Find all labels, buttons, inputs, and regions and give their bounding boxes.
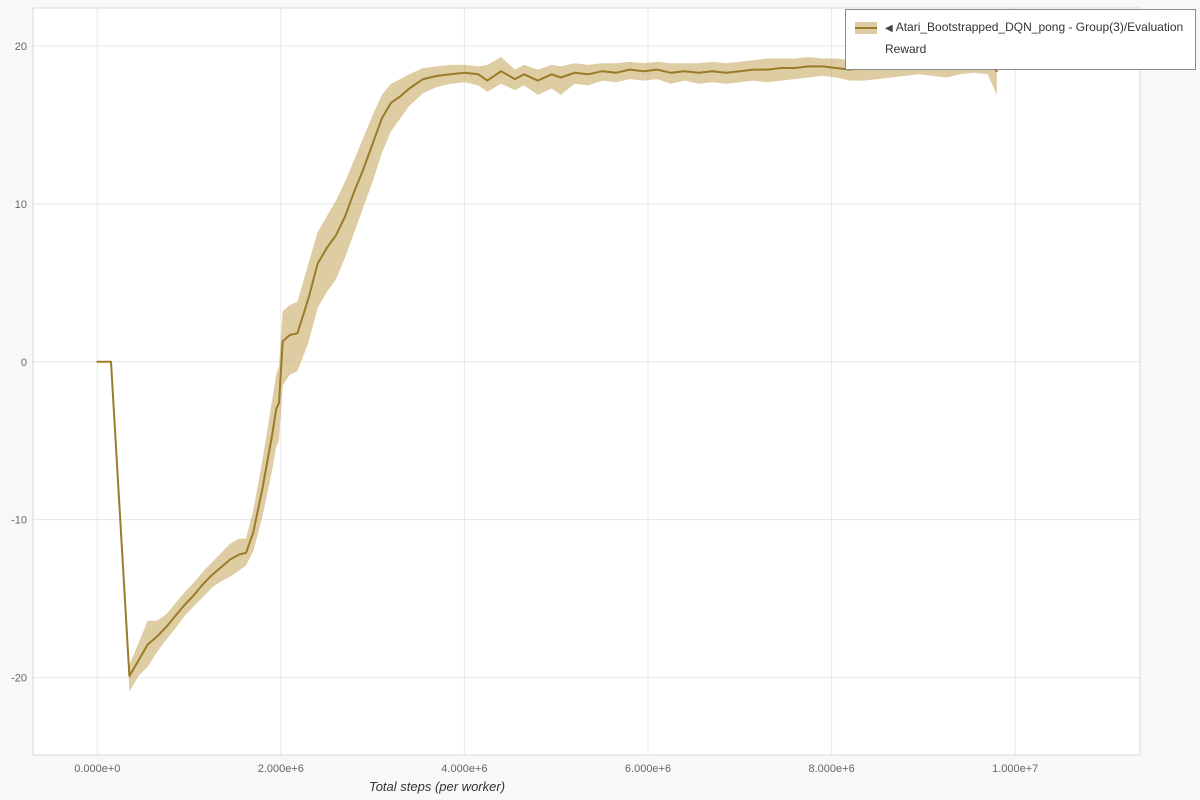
series-name: Atari_Bootstrapped_DQN_pong - Group(3)/E… xyxy=(885,20,1184,56)
x-tick-label: 8.000e+6 xyxy=(809,763,855,775)
y-tick-label: 0 xyxy=(21,357,27,369)
collapse-triangle-icon[interactable]: ◀ xyxy=(885,23,893,34)
series-swatch-icon xyxy=(855,22,877,34)
confidence-band xyxy=(97,53,997,692)
x-axis-title: Total steps (per worker) xyxy=(369,779,505,794)
legend-item[interactable]: ◀ Atari_Bootstrapped_DQN_pong - Group(3)/… xyxy=(846,10,1195,69)
y-tick-label: 20 xyxy=(15,41,27,53)
x-tick-label: 1.000e+7 xyxy=(992,763,1038,775)
x-tick-label: 6.000e+6 xyxy=(625,763,671,775)
legend-panel: ◀ Atari_Bootstrapped_DQN_pong - Group(3)/… xyxy=(845,9,1196,70)
plot-area[interactable] xyxy=(33,8,1140,755)
series-line-icon xyxy=(855,27,877,29)
y-tick-label: -20 xyxy=(11,673,27,685)
legend-label: ◀ Atari_Bootstrapped_DQN_pong - Group(3)/… xyxy=(885,17,1186,60)
x-tick-label: 4.000e+6 xyxy=(441,763,487,775)
x-tick-label: 2.000e+6 xyxy=(258,763,304,775)
y-tick-label: -10 xyxy=(11,515,27,527)
y-tick-label: 10 xyxy=(15,199,27,211)
x-tick-label: 0.000e+0 xyxy=(74,763,120,775)
mean-line xyxy=(96,60,998,677)
plot-frame xyxy=(32,7,1141,756)
